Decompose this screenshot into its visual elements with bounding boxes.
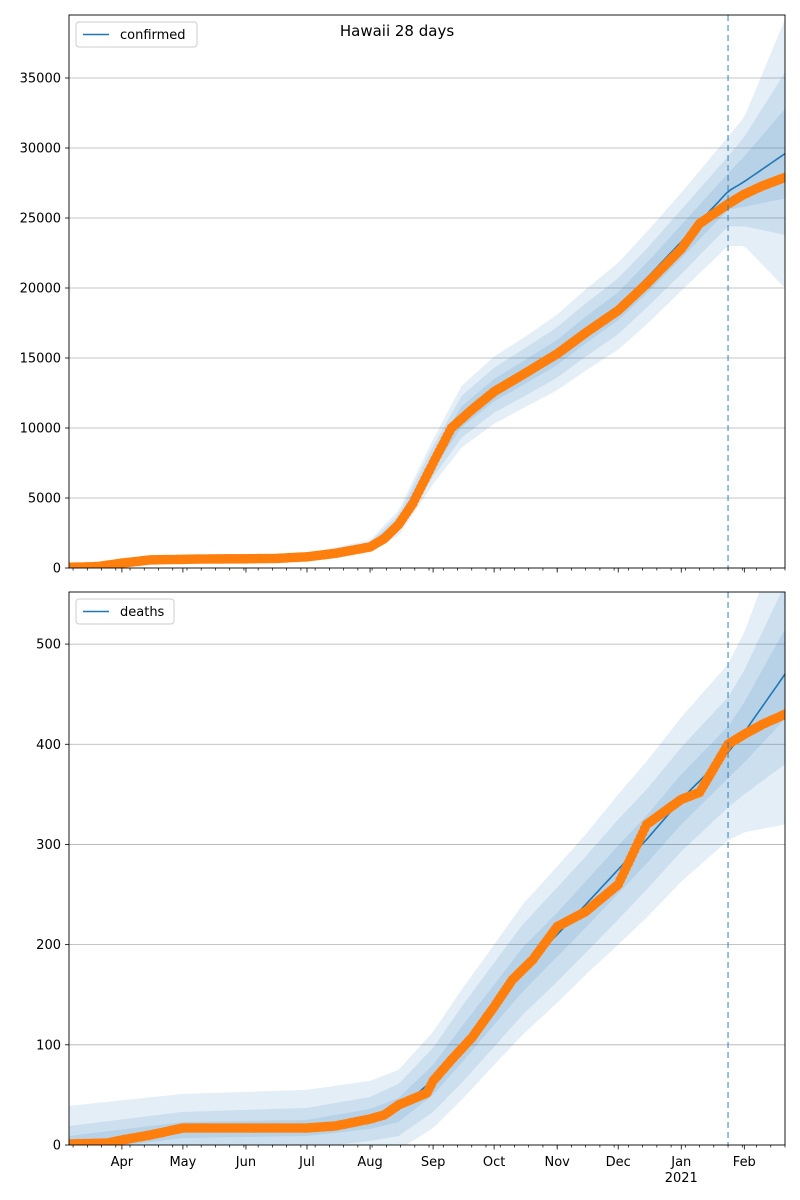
x-tick-label: Jun — [235, 1155, 256, 1170]
y-tick-label: 30000 — [20, 142, 61, 157]
x-tick-label: May — [169, 1155, 196, 1170]
chart-panels: 05000100001500020000250003000035000confi… — [20, 14, 786, 1186]
legend-deaths: deaths — [75, 598, 175, 625]
y-tick-label: 400 — [36, 738, 61, 753]
y-tick-label: 500 — [36, 638, 61, 653]
y-tick-label: 20000 — [20, 282, 61, 297]
uncertainty-band-middle — [69, 592, 785, 1145]
plot-frame — [68, 591, 786, 1146]
y-tick-label: 25000 — [20, 212, 61, 227]
legend-label: confirmed — [120, 28, 186, 43]
x-tick-label: Jul — [298, 1155, 315, 1170]
y-tick-label: 10000 — [20, 422, 61, 437]
x-tick-label: Apr — [111, 1155, 134, 1170]
plot-area — [69, 592, 785, 1145]
y-tick-label: 0 — [53, 1139, 61, 1154]
x-tick-label: Sep — [421, 1155, 446, 1170]
x-tick-label: Jan — [670, 1155, 691, 1170]
y-tick-label: 15000 — [20, 352, 61, 367]
legend-box — [75, 598, 175, 625]
chart-title: Hawaii 28 days — [340, 22, 454, 40]
plot-area — [69, 19, 785, 568]
x-tick-label: Aug — [357, 1155, 382, 1170]
observed-point — [780, 709, 785, 719]
uncertainty-band-outer — [69, 592, 785, 1145]
chart-panel-deaths: 0 100 200 300 400 500 Apr May Jun Jul Aug Sep Oct Nov… — [36, 591, 786, 1186]
y-tick-label: 35000 — [20, 72, 61, 87]
legend-label: deaths — [120, 605, 165, 620]
y-tick-label: 0 — [53, 562, 61, 577]
plot-frame — [68, 14, 786, 569]
y-tick-label: 300 — [36, 838, 61, 853]
legend-confirmed: confirmed — [75, 21, 198, 48]
x-tick-label: Feb — [733, 1155, 756, 1170]
x-year-label: 2021 — [665, 1171, 698, 1186]
y-tick-label: 200 — [36, 938, 61, 953]
legend-box — [75, 21, 198, 48]
y-tick-label: 5000 — [28, 492, 61, 507]
x-tick-label: Nov — [544, 1155, 570, 1170]
chart-panel-confirmed: 0 5000 10000 15000 20000 25000 30000 35000 confi… — [20, 14, 786, 577]
y-tick-label: 100 — [36, 1038, 61, 1053]
observed-point — [780, 172, 785, 183]
x-tick-label: Oct — [483, 1155, 505, 1170]
x-tick-label: Dec — [606, 1155, 631, 1170]
